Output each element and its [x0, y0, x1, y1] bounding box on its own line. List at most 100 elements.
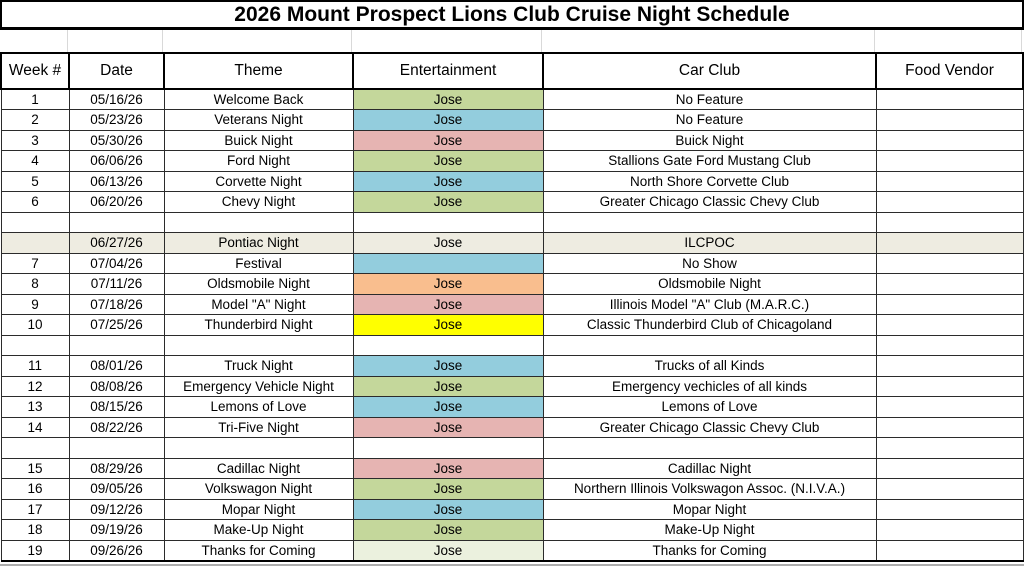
- schedule-row: 6 06/20/26 Chevy Night Jose Greater Chicago …: [0, 191, 1024, 213]
- spacer-cell: [0, 30, 68, 52]
- cell-car-club: Thanks for Coming: [542, 539, 877, 561]
- cell-car-club: No Show: [542, 252, 877, 274]
- cell-date: 08/01/26: [68, 355, 165, 377]
- cell-food-vendor: [875, 457, 1024, 479]
- cell-date: 08/08/26: [68, 375, 165, 397]
- cell-entertainment: Jose: [352, 109, 544, 131]
- cell-week: 17: [0, 498, 70, 520]
- cell-theme: Truck Night: [163, 355, 354, 377]
- cell-theme: Corvette Night: [163, 170, 354, 192]
- cell-date: 06/13/26: [68, 170, 165, 192]
- cell-car-club: Make-Up Night: [542, 519, 877, 541]
- cell-entertainment: Jose: [352, 232, 544, 254]
- schedule-row: 14 08/22/26 Tri-Five Night Jose Greater Chic…: [0, 416, 1024, 438]
- cell-entertainment: Jose: [352, 396, 544, 418]
- cell-entertainment: Jose: [352, 539, 544, 561]
- col-header-theme: Theme: [163, 52, 354, 90]
- cell-car-club: ILCPOC: [542, 232, 877, 254]
- cell-week: 15: [0, 457, 70, 479]
- cell-date: 08/15/26: [68, 396, 165, 418]
- cell-car-club: Illinois Model "A" Club (M.A.R.C.): [542, 293, 877, 315]
- cell-entertainment: Jose: [352, 88, 544, 110]
- cell-food-vendor: [875, 519, 1024, 541]
- cell-entertainment: Jose: [352, 498, 544, 520]
- spacer-row: [0, 334, 1024, 356]
- cell-entertainment: [352, 252, 544, 274]
- cell-car-club: Buick Night: [542, 129, 877, 151]
- spacer-cell: [542, 30, 875, 52]
- cell-car-club: Northern Illinois Volkswagon Assoc. (N.I…: [542, 478, 877, 500]
- cell-food-vendor: [875, 355, 1024, 377]
- cell-food-vendor: [875, 396, 1024, 418]
- cell-car-club: Oldsmobile Night: [542, 273, 877, 295]
- spacer-band: [0, 30, 1023, 52]
- cell-date: 06/27/26: [68, 232, 165, 254]
- cell-car-club: Greater Chicago Classic Chevy Club: [542, 416, 877, 438]
- cell-week: 9: [0, 293, 70, 315]
- cell-car-club: [542, 437, 877, 459]
- cell-week: [0, 437, 70, 459]
- cell-week: 13: [0, 396, 70, 418]
- cell-theme: Chevy Night: [163, 191, 354, 213]
- schedule-row: 5 06/13/26 Corvette Night Jose North Shore C…: [0, 170, 1024, 192]
- cell-theme: Lemons of Love: [163, 396, 354, 418]
- cell-date: 08/29/26: [68, 457, 165, 479]
- cell-entertainment: Jose: [352, 519, 544, 541]
- cell-date: 05/16/26: [68, 88, 165, 110]
- cell-theme: Cadillac Night: [163, 457, 354, 479]
- cell-food-vendor: [875, 478, 1024, 500]
- cell-food-vendor: [875, 375, 1024, 397]
- schedule-row: 12 08/08/26 Emergency Vehicle Night Jose Eme…: [0, 375, 1024, 397]
- cell-food-vendor: [875, 273, 1024, 295]
- cell-entertainment: Jose: [352, 273, 544, 295]
- schedule-row: 16 09/05/26 Volkswagon Night Jose Northern I…: [0, 478, 1024, 500]
- spacer-cell: [68, 30, 163, 52]
- cell-date: 09/26/26: [68, 539, 165, 561]
- cell-food-vendor: [875, 539, 1024, 561]
- cell-date: 06/20/26: [68, 191, 165, 213]
- schedule-row: 18 09/19/26 Make-Up Night Jose Make-Up Night: [0, 519, 1024, 541]
- cell-car-club: North Shore Corvette Club: [542, 170, 877, 192]
- cell-entertainment: [352, 334, 544, 356]
- cell-food-vendor: [875, 314, 1024, 336]
- cell-date: 09/05/26: [68, 478, 165, 500]
- cell-date: 09/19/26: [68, 519, 165, 541]
- cell-theme: Ford Night: [163, 150, 354, 172]
- cell-week: 14: [0, 416, 70, 438]
- cell-food-vendor: [875, 211, 1024, 233]
- cell-date: [68, 211, 165, 233]
- cell-theme: Tri-Five Night: [163, 416, 354, 438]
- cell-theme: Thanks for Coming: [163, 539, 354, 561]
- cell-date: 07/04/26: [68, 252, 165, 274]
- cell-theme: Make-Up Night: [163, 519, 354, 541]
- cell-theme: Oldsmobile Night: [163, 273, 354, 295]
- schedule-row: 11 08/01/26 Truck Night Jose Trucks of all K…: [0, 355, 1024, 377]
- cell-date: [68, 437, 165, 459]
- cell-food-vendor: [875, 191, 1024, 213]
- cell-date: 07/11/26: [68, 273, 165, 295]
- schedule-row: 13 08/15/26 Lemons of Love Jose Lemons of Lo…: [0, 396, 1024, 418]
- col-header-date: Date: [68, 52, 165, 90]
- cell-food-vendor: [875, 293, 1024, 315]
- cell-entertainment: Jose: [352, 416, 544, 438]
- cell-entertainment: Jose: [352, 150, 544, 172]
- cell-entertainment: Jose: [352, 293, 544, 315]
- col-header-week: Week #: [0, 52, 70, 90]
- cell-food-vendor: [875, 498, 1024, 520]
- cell-week: 18: [0, 519, 70, 541]
- cell-theme: Volkswagon Night: [163, 478, 354, 500]
- cell-week: [0, 232, 70, 254]
- cell-week: 6: [0, 191, 70, 213]
- cell-week: 4: [0, 150, 70, 172]
- spacer-cell: [352, 30, 542, 52]
- cell-entertainment: Jose: [352, 191, 544, 213]
- cell-food-vendor: [875, 334, 1024, 356]
- cell-theme: Welcome Back: [163, 88, 354, 110]
- cell-week: 11: [0, 355, 70, 377]
- cell-car-club: Stallions Gate Ford Mustang Club: [542, 150, 877, 172]
- cell-car-club: No Feature: [542, 88, 877, 110]
- cell-theme: Festival: [163, 252, 354, 274]
- cell-week: 12: [0, 375, 70, 397]
- schedule-row: 17 09/12/26 Mopar Night Jose Mopar Night: [0, 498, 1024, 520]
- cell-car-club: Emergency vechicles of all kinds: [542, 375, 877, 397]
